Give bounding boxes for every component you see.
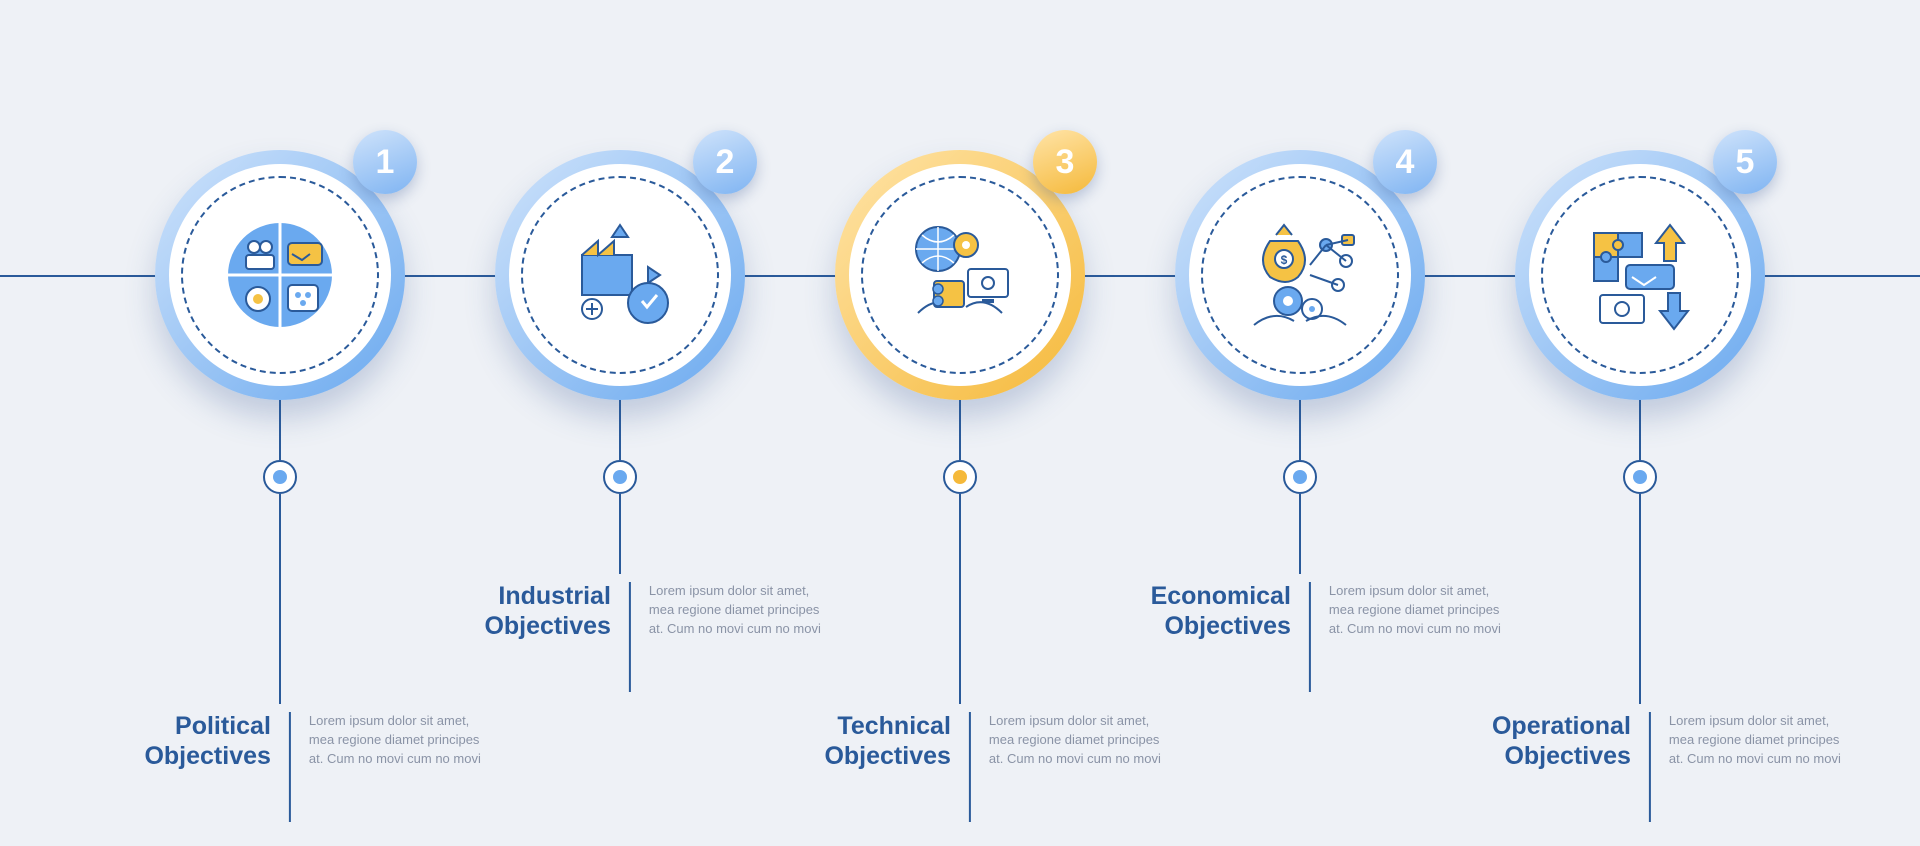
infographic-item-3: 3Technical ObjectivesLorem ipsum dolor s… xyxy=(835,150,1085,704)
item-body: Lorem ipsum dolor sit amet, mea regione … xyxy=(629,582,831,692)
connector-dot-ring xyxy=(603,460,637,494)
connector-dot xyxy=(953,470,967,484)
medallion-inner xyxy=(1189,164,1411,386)
connector-line-top xyxy=(619,400,621,460)
item-title: Political Objectives xyxy=(121,712,271,771)
connector-dot xyxy=(1633,470,1647,484)
text-block: Operational Objectives Lorem ipsum dolor … xyxy=(1481,712,1851,822)
connector-line-bottom xyxy=(1639,494,1641,704)
connector-dot xyxy=(273,470,287,484)
item-title: Operational Objectives xyxy=(1481,712,1631,771)
text-block: Economical Objectives Lorem ipsum dolor s… xyxy=(1141,582,1511,692)
text-block: Industrial Objectives Lorem ipsum dolor s… xyxy=(461,582,831,692)
connector-line-top xyxy=(1299,400,1301,460)
medallion: 1 xyxy=(155,150,405,400)
connector-dot xyxy=(1293,470,1307,484)
item-body: Lorem ipsum dolor sit amet, mea regione … xyxy=(1309,582,1511,692)
item-body: Lorem ipsum dolor sit amet, mea regione … xyxy=(1649,712,1851,822)
infographic-item-5: 5Operational ObjectivesLorem ipsum dolor… xyxy=(1515,150,1765,704)
connector-dot-ring xyxy=(1283,460,1317,494)
dashed-ring xyxy=(861,176,1059,374)
connector-line-bottom xyxy=(1299,494,1301,574)
item-body: Lorem ipsum dolor sit amet, mea regione … xyxy=(969,712,1171,822)
connector-line-top xyxy=(279,400,281,460)
number-badge: 1 xyxy=(353,130,417,194)
medallion-inner xyxy=(509,164,731,386)
number-badge: 5 xyxy=(1713,130,1777,194)
medallion-inner xyxy=(849,164,1071,386)
item-title: Economical Objectives xyxy=(1141,582,1291,641)
connector-dot xyxy=(613,470,627,484)
medallion-inner xyxy=(1529,164,1751,386)
item-title: Technical Objectives xyxy=(801,712,951,771)
number-badge: 3 xyxy=(1033,130,1097,194)
item-title: Industrial Objectives xyxy=(461,582,611,641)
connector-line-top xyxy=(959,400,961,460)
number-badge: 4 xyxy=(1373,130,1437,194)
connector-dot-ring xyxy=(1623,460,1657,494)
connector-line-bottom xyxy=(619,494,621,574)
medallion: 2 xyxy=(495,150,745,400)
medallion: 3 xyxy=(835,150,1085,400)
medallion: 5 xyxy=(1515,150,1765,400)
dashed-ring xyxy=(181,176,379,374)
medallion: 4 xyxy=(1175,150,1425,400)
text-block: Technical Objectives Lorem ipsum dolor si… xyxy=(801,712,1171,822)
dashed-ring xyxy=(521,176,719,374)
connector-dot-ring xyxy=(263,460,297,494)
connector-dot-ring xyxy=(943,460,977,494)
connector-line-bottom xyxy=(959,494,961,704)
infographic-item-2: 2Industrial ObjectivesLorem ipsum dolor … xyxy=(495,150,745,704)
connector-line-top xyxy=(1639,400,1641,460)
infographic-items: 1Political ObjectivesLorem ipsum dolor s… xyxy=(0,0,1920,704)
infographic-item-1: 1Political ObjectivesLorem ipsum dolor s… xyxy=(155,150,405,704)
medallion-inner xyxy=(169,164,391,386)
dashed-ring xyxy=(1541,176,1739,374)
connector-line-bottom xyxy=(279,494,281,704)
text-block: Political Objectives Lorem ipsum dolor si… xyxy=(121,712,491,822)
dashed-ring xyxy=(1201,176,1399,374)
infographic-item-4: 4Economical ObjectivesLorem ipsum dolor … xyxy=(1175,150,1425,704)
item-body: Lorem ipsum dolor sit amet, mea regione … xyxy=(289,712,491,822)
number-badge: 2 xyxy=(693,130,757,194)
